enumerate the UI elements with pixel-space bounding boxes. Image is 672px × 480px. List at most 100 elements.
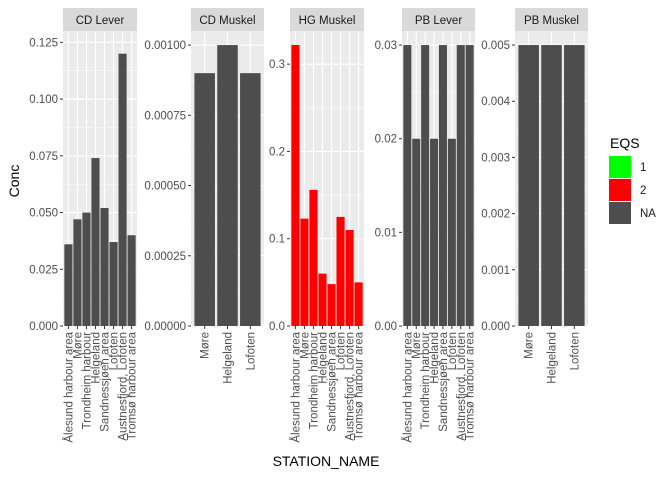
bar <box>318 273 327 326</box>
x-tick-label: Trondheim harbour <box>81 332 93 430</box>
y-tick-label: 0.00 <box>375 321 397 333</box>
y-axis-title: Conc <box>6 165 22 198</box>
facet-strip <box>191 8 264 31</box>
y-tick-label: 0.000 <box>481 321 510 333</box>
bar <box>64 244 73 326</box>
legend-key <box>609 202 631 224</box>
x-tick-label: Ålesund harbour area <box>289 331 302 442</box>
bar <box>309 189 318 326</box>
y-tick-label: 0.03 <box>375 40 397 52</box>
x-tick-label: Helgeland <box>317 332 329 384</box>
x-tick-label: Møre <box>200 332 212 359</box>
x-tick-label: Tromsø harbour area <box>465 331 477 440</box>
legend-key <box>609 156 631 178</box>
x-tick-label: Sandnessjøen area <box>327 331 339 431</box>
bar <box>456 45 465 327</box>
x-tick-label: Sandnessjøen area <box>100 331 112 431</box>
x-tick-label: Lofoten <box>569 332 581 370</box>
facet-title: CD Lever <box>76 15 125 27</box>
x-tick-label: Ålesund harbour area <box>62 331 75 442</box>
bar <box>118 53 127 326</box>
x-tick-label: Tromsø harbour area <box>127 331 139 440</box>
facet-pb-lever: PB Lever 0.00 0.01 0.02 0.03 Ålesund harbour … <box>375 8 477 443</box>
x-tick-label: Lofoten <box>336 332 348 370</box>
y-tick-label: 0.3 <box>269 59 285 71</box>
x-tick-label: Møre <box>72 332 84 359</box>
bar <box>109 242 118 326</box>
facet-hg-muskel: HG Muskel 0.0 0.1 0.2 0.3 Ålesund harbour are… <box>269 8 366 443</box>
x-tick-label: Møre <box>411 332 423 359</box>
bar <box>421 45 430 327</box>
x-tick-label: Møre <box>524 332 536 359</box>
x-tick-label: Austnesfjord, Lofoten <box>118 332 130 441</box>
bar <box>217 45 238 327</box>
x-tick-label: Ålesund harbour area <box>401 331 414 442</box>
bar <box>336 216 345 326</box>
y-tick-label: 0.004 <box>481 96 510 108</box>
x-tick-label: Lofoten <box>245 332 257 370</box>
bar <box>541 45 562 327</box>
bar <box>518 45 539 327</box>
bar <box>465 45 474 327</box>
bar <box>345 229 354 326</box>
y-tick-label: 0.005 <box>481 40 510 52</box>
y-tick-label: 0.00100 <box>144 40 186 52</box>
bar <box>430 138 439 326</box>
bar <box>412 138 421 326</box>
legend-title: EQS <box>610 135 640 151</box>
bar <box>127 235 136 326</box>
facet-cd-lever: CD Lever 0.000 0.025 0.050 0.075 0.100 0.125 Ål… <box>29 8 139 443</box>
legend-label: 1 <box>640 162 646 174</box>
bar <box>73 219 82 326</box>
y-tick-label: 0.00075 <box>144 110 186 122</box>
y-tick-label: 0.050 <box>29 208 58 220</box>
facet-title: PB Lever <box>415 15 462 27</box>
bar <box>564 45 585 327</box>
legend-key <box>609 179 631 201</box>
y-tick-label: 0.0 <box>269 321 285 333</box>
facet-title: PB Muskel <box>524 15 579 27</box>
facet-pb-muskel: PB Muskel 0.000 0.001 0.002 0.003 0.004 0.005 M… <box>481 8 588 384</box>
bar <box>100 208 109 326</box>
bar <box>403 45 412 327</box>
x-tick-label: Helgeland <box>90 332 102 384</box>
x-tick-label: Sandnessjøen area <box>438 331 450 431</box>
bar <box>354 282 363 326</box>
x-tick-label: Lofoten <box>109 332 121 370</box>
y-tick-label: 0.075 <box>29 151 58 163</box>
bar <box>91 158 100 326</box>
x-tick-label: Møre <box>299 332 311 359</box>
bar <box>82 212 91 326</box>
legend: EQS 1 2 NA <box>609 135 656 224</box>
legend-label: 2 <box>640 185 646 197</box>
bar <box>240 73 261 327</box>
facet-strip <box>515 8 588 31</box>
x-tick-label: Austnesfjord, Lofoten <box>345 332 357 441</box>
x-tick-label: Tromsø harbour area <box>354 331 366 440</box>
y-tick-label: 0.02 <box>375 134 397 146</box>
bar <box>327 284 336 326</box>
facet-panels: CD Lever 0.000 0.025 0.050 0.075 0.100 0.125 Ål… <box>29 8 588 443</box>
bar <box>300 218 309 326</box>
y-tick-label: 0.025 <box>29 264 58 276</box>
legend-label: NA <box>640 208 656 220</box>
bar <box>447 138 456 326</box>
x-tick-label: Trondheim harbour <box>420 332 432 430</box>
bar <box>291 44 300 326</box>
facet-strip <box>63 8 137 31</box>
y-tick-label: 0.002 <box>481 209 510 221</box>
y-tick-label: 0.100 <box>29 94 58 106</box>
facet-title: HG Muskel <box>299 15 356 27</box>
x-tick-label: Helgeland <box>429 332 441 384</box>
x-axis-title: STATION_NAME <box>273 453 380 469</box>
facet-title: CD Muskel <box>199 15 255 27</box>
y-tick-label: 0.2 <box>269 146 285 158</box>
facet-strip <box>290 8 364 31</box>
facet-strip <box>402 8 475 31</box>
facet-cd-muskel: CD Muskel 0.00000 0.00025 0.00050 0.00075 0.0… <box>144 8 264 384</box>
x-tick-label: Austnesfjord, Lofoten <box>456 332 468 441</box>
y-tick-label: 0.00000 <box>144 321 186 333</box>
bar <box>194 73 215 327</box>
y-tick-label: 0.125 <box>29 37 58 49</box>
